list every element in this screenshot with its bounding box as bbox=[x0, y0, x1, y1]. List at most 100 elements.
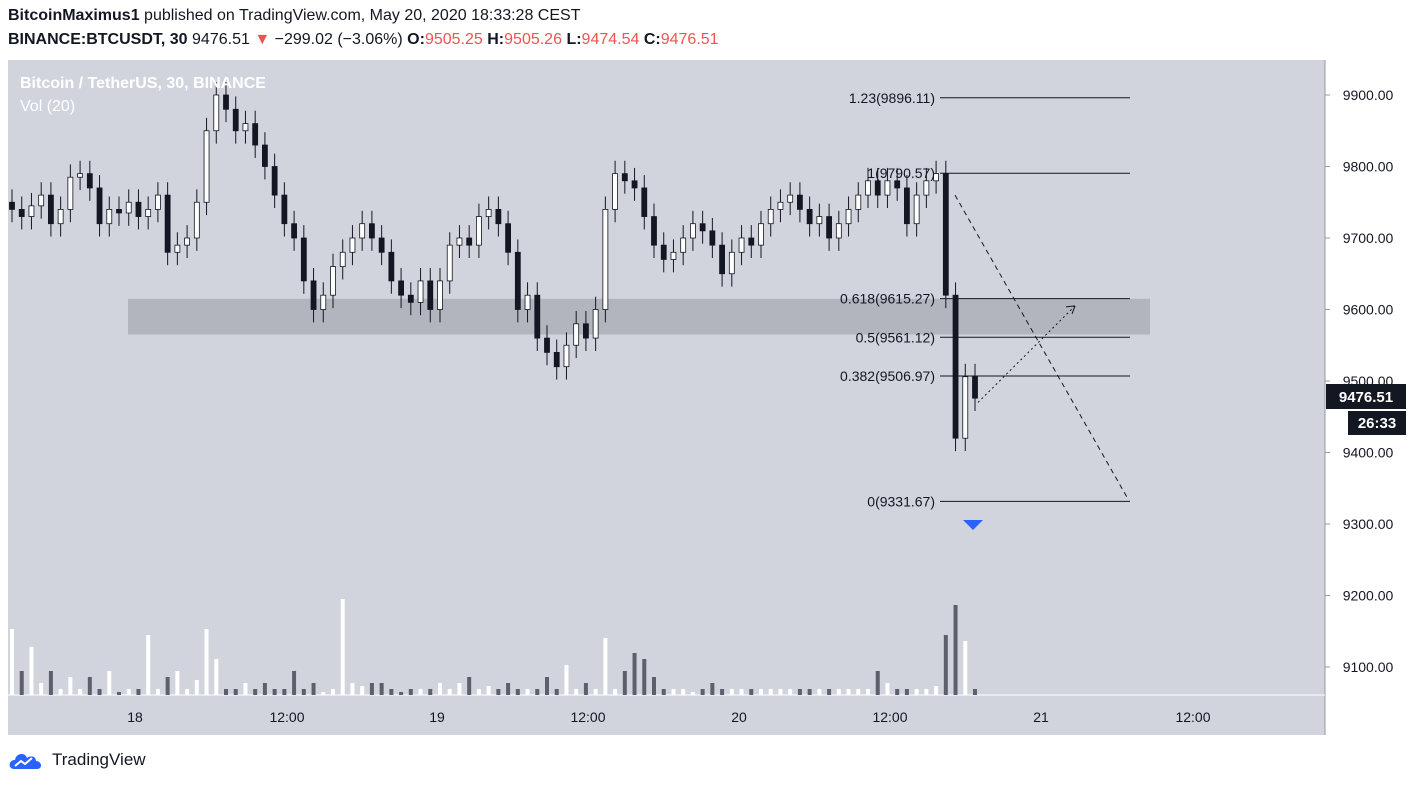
candle-body bbox=[563, 344, 570, 368]
close-value: 9476.51 bbox=[660, 31, 719, 48]
volume-bar bbox=[885, 683, 890, 695]
candle-body bbox=[77, 173, 83, 178]
volume-bar bbox=[603, 638, 608, 695]
volume-bar bbox=[126, 689, 131, 695]
price-tick-label: 9700.00 bbox=[1343, 230, 1394, 246]
candle-body bbox=[738, 237, 745, 253]
legend-volume[interactable]: Vol (20) bbox=[20, 98, 75, 115]
volume-bar bbox=[58, 689, 63, 695]
candle-body bbox=[232, 108, 239, 132]
time-axis-background bbox=[8, 695, 1325, 735]
candle-body bbox=[125, 201, 132, 214]
volume-bar bbox=[428, 689, 433, 695]
time-tick-label: 21 bbox=[1033, 709, 1049, 725]
volume-bar bbox=[438, 683, 442, 695]
volume-bar bbox=[399, 692, 404, 695]
candle-body bbox=[164, 194, 171, 253]
candle-body bbox=[816, 216, 823, 225]
volume-bar bbox=[875, 671, 880, 695]
candle-body bbox=[320, 294, 327, 310]
candle-body bbox=[865, 180, 871, 196]
candle-body bbox=[680, 237, 687, 253]
candle-body bbox=[767, 208, 774, 225]
volume-bar bbox=[340, 599, 345, 695]
candle-body bbox=[719, 244, 725, 275]
candle-body bbox=[57, 208, 64, 225]
volume-bar bbox=[953, 605, 958, 695]
down-arrow-icon: ▼ bbox=[254, 31, 271, 48]
candle-body bbox=[359, 223, 366, 239]
candle-body bbox=[874, 180, 881, 196]
price-axis[interactable]: 9900.009800.009700.009600.009500.009400.… bbox=[1325, 87, 1394, 675]
volume-bar bbox=[963, 641, 968, 695]
candle-body bbox=[369, 223, 375, 239]
volume-bar bbox=[136, 689, 141, 695]
volume-bar bbox=[973, 689, 977, 695]
tradingview-logo[interactable]: TradingView bbox=[8, 749, 146, 771]
volume-bar bbox=[418, 689, 423, 695]
candle-body bbox=[378, 237, 385, 253]
candle-body bbox=[18, 208, 25, 217]
price-change: −299.02 (−3.06%) bbox=[274, 31, 403, 48]
candle-body bbox=[612, 173, 618, 210]
volume-bar bbox=[759, 689, 763, 695]
fib-level-label: 1(9790.57) bbox=[867, 165, 935, 181]
time-tick-label: 12:00 bbox=[872, 709, 907, 725]
candle-body bbox=[884, 180, 891, 196]
fib-level-label: 0.382(9506.97) bbox=[840, 368, 935, 384]
volume-bar bbox=[671, 689, 676, 695]
price-tick-label: 9200.00 bbox=[1343, 588, 1394, 604]
volume-bar bbox=[107, 671, 112, 695]
author-name[interactable]: BitcoinMaximus1 bbox=[8, 7, 140, 24]
volume-bar bbox=[895, 689, 900, 695]
volume-bar bbox=[700, 689, 705, 695]
price-tick-label: 9800.00 bbox=[1343, 159, 1394, 175]
candle-body bbox=[777, 201, 784, 210]
price-tick-label: 9300.00 bbox=[1343, 516, 1394, 532]
volume-bar bbox=[331, 689, 335, 695]
candle-body bbox=[437, 280, 443, 310]
fib-layer[interactable]: 1.23(9896.11) 1(9790.57) 0.618(9615.27) 0.5… bbox=[840, 90, 1130, 510]
candle-body bbox=[758, 223, 764, 246]
low-value: 9474.54 bbox=[581, 31, 640, 48]
candle-body bbox=[145, 208, 152, 217]
volume-bar bbox=[554, 689, 559, 695]
candle-body bbox=[349, 237, 356, 253]
candle-body bbox=[748, 237, 755, 246]
candle-body bbox=[690, 223, 696, 239]
volume-bar bbox=[155, 689, 160, 695]
volume-bar bbox=[243, 683, 248, 695]
time-tick-label: 20 bbox=[731, 709, 747, 725]
volume-bar bbox=[282, 689, 287, 695]
candle-body bbox=[835, 223, 842, 239]
candle-body bbox=[28, 205, 35, 217]
volume-bar bbox=[10, 629, 14, 695]
volume-bar bbox=[593, 689, 598, 695]
volume-bar bbox=[690, 692, 695, 695]
volume-bar bbox=[545, 677, 549, 695]
volume-bar bbox=[652, 677, 656, 695]
volume-bar bbox=[535, 689, 540, 695]
volume-bar bbox=[78, 689, 83, 695]
open-value: 9505.25 bbox=[424, 31, 483, 48]
time-axis[interactable]: 18 12:00 19 12:00 20 12:00 21 12:00 bbox=[127, 709, 1211, 725]
candle-body bbox=[252, 123, 259, 146]
last-price: 9476.51 bbox=[192, 31, 250, 48]
candle-body bbox=[38, 194, 45, 207]
legend-title[interactable]: Bitcoin / TetherUS, 30, BINANCE bbox=[20, 75, 266, 92]
volume-bar bbox=[768, 689, 773, 695]
support-zone bbox=[128, 298, 1150, 335]
volume-bar bbox=[729, 689, 734, 695]
high-value: 9505.26 bbox=[504, 31, 562, 48]
volume-bar bbox=[262, 683, 267, 695]
publish-line: BitcoinMaximus1 published on TradingView… bbox=[8, 7, 580, 25]
volume-bar bbox=[613, 689, 618, 695]
candle-body bbox=[826, 216, 832, 239]
volume-bar bbox=[943, 635, 948, 695]
marker-icon bbox=[963, 520, 983, 530]
candle-body bbox=[485, 208, 492, 217]
candle-body bbox=[417, 280, 424, 303]
candle-body bbox=[339, 251, 346, 268]
open-label: O: bbox=[407, 31, 425, 48]
